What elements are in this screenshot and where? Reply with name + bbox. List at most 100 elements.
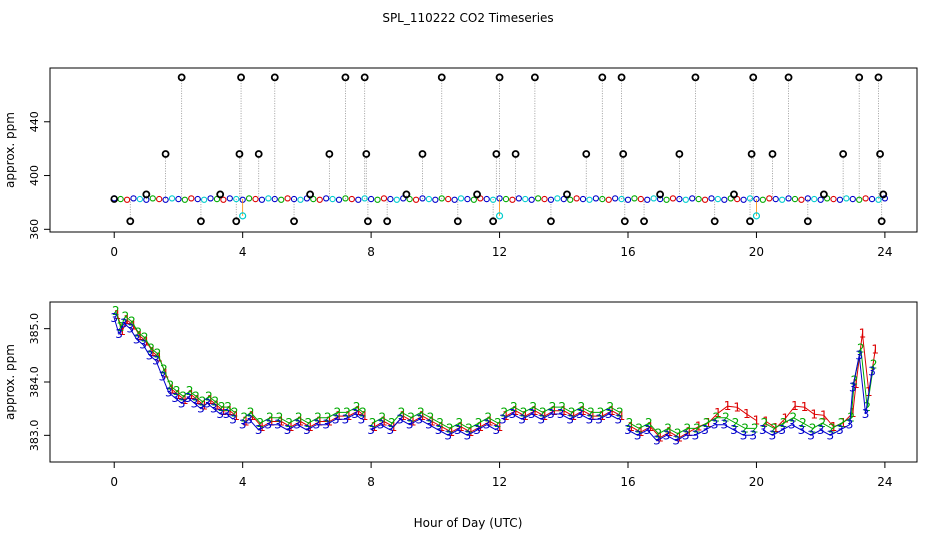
baseline-point [181, 196, 189, 203]
spike-point [563, 190, 571, 199]
baseline-point [554, 195, 561, 202]
series-point-1: 1 [801, 400, 809, 414]
series-point-1: 1 [598, 409, 606, 423]
series-point-3: 3 [868, 364, 876, 378]
series-point-3: 3 [483, 418, 491, 432]
series-point-3: 3 [846, 418, 854, 432]
series-point-1: 1 [656, 430, 664, 444]
series-point-1: 1 [114, 308, 122, 322]
series-point-3: 3 [528, 407, 536, 421]
series-point-2: 2 [446, 421, 454, 435]
sample-point [110, 195, 119, 203]
y-tick-label: 360 [28, 219, 41, 240]
baseline-point [669, 195, 677, 202]
series-point-2: 2 [266, 411, 274, 425]
baseline-point [579, 195, 587, 203]
spike-point [819, 190, 828, 199]
baseline-point [862, 195, 869, 202]
series-point-1: 1 [849, 406, 857, 420]
series-point-1: 1 [213, 398, 221, 412]
series-point-2: 2 [741, 421, 749, 435]
series-point-3: 3 [473, 423, 481, 437]
series-point-3: 3 [204, 396, 212, 410]
spike-point [325, 150, 334, 158]
series-point-2: 2 [587, 405, 595, 419]
series-point-3: 3 [216, 407, 224, 421]
x-tick-label: 4 [239, 245, 247, 259]
series-point-1: 1 [496, 420, 504, 434]
series-point-2: 2 [407, 411, 415, 425]
series-point-2: 2 [520, 405, 528, 419]
series-point-1: 1 [791, 399, 799, 413]
series-point-1: 1 [326, 414, 334, 428]
series-point-1: 1 [579, 404, 587, 418]
series-point-1: 1 [419, 409, 427, 423]
baseline-point [509, 196, 516, 203]
baseline-point [271, 195, 278, 203]
spike-point [235, 150, 244, 158]
baseline-point [547, 196, 555, 203]
series-point-3: 3 [126, 322, 134, 336]
spike-point [290, 217, 298, 226]
series-point-3: 3 [342, 412, 350, 426]
series-point-1: 1 [704, 416, 712, 430]
series-point-3: 3 [566, 412, 574, 426]
series-point-2: 2 [770, 421, 778, 435]
spike-point [640, 217, 648, 226]
baseline-point [290, 195, 298, 203]
series-point-2: 2 [655, 427, 663, 441]
series-point-3: 3 [351, 407, 359, 421]
series-point-2: 2 [645, 416, 653, 430]
series-point-1: 1 [753, 413, 761, 427]
series-point-2: 2 [818, 416, 826, 430]
upper-panel: 0 4 8 12 16 20 24 360 400 440 approx. ppm [3, 67, 918, 259]
x-tick-label: 20 [749, 475, 764, 489]
series-point-3: 3 [313, 418, 321, 432]
series-point-2: 2 [134, 325, 142, 339]
series-point-2: 2 [295, 411, 303, 425]
series-point-3: 3 [643, 423, 651, 437]
spike-point [492, 150, 501, 158]
series-point-1: 1 [486, 414, 494, 428]
series-point-3: 3 [239, 418, 247, 432]
spike-point [582, 150, 591, 158]
baseline-point [162, 196, 169, 203]
baseline-point [772, 195, 779, 203]
baseline-point [489, 196, 497, 203]
series-point-2: 2 [799, 416, 807, 430]
series-point-1: 1 [618, 409, 626, 423]
series-point-2: 2 [626, 416, 634, 430]
series-point-3: 3 [711, 418, 719, 432]
series-point-3: 3 [293, 418, 301, 432]
series-point-3: 3 [425, 418, 433, 432]
plot-frame [49, 301, 918, 463]
series-point-1: 1 [136, 329, 144, 343]
baseline-point [881, 195, 889, 202]
series-point-3: 3 [377, 418, 385, 432]
series-point-1: 1 [589, 409, 597, 423]
y-tick-label: 383.0 [28, 420, 41, 452]
series-point-3: 3 [133, 332, 141, 346]
baseline-point [849, 195, 856, 203]
series-point-3: 3 [624, 423, 632, 437]
series-point-2: 2 [205, 389, 213, 403]
series-point-2: 2 [427, 411, 435, 425]
baseline-point [316, 196, 323, 203]
baseline-point [335, 196, 343, 203]
y-tick-label: 440 [28, 111, 41, 132]
series-point-2: 2 [186, 384, 194, 398]
series-point-2: 2 [285, 416, 293, 430]
baseline-point [457, 195, 465, 202]
series-point-3: 3 [862, 407, 870, 421]
series-point-1: 1 [226, 404, 234, 418]
series-point-2: 2 [456, 416, 464, 430]
baseline-point [599, 195, 606, 203]
series-point-2: 2 [117, 320, 125, 334]
series-point-3: 3 [159, 370, 167, 384]
spike-point [617, 73, 626, 82]
series-point-1: 1 [637, 425, 645, 439]
series-point-1: 1 [467, 425, 475, 439]
x-tick-label: 0 [110, 245, 118, 259]
series-point-2: 2 [751, 421, 759, 435]
